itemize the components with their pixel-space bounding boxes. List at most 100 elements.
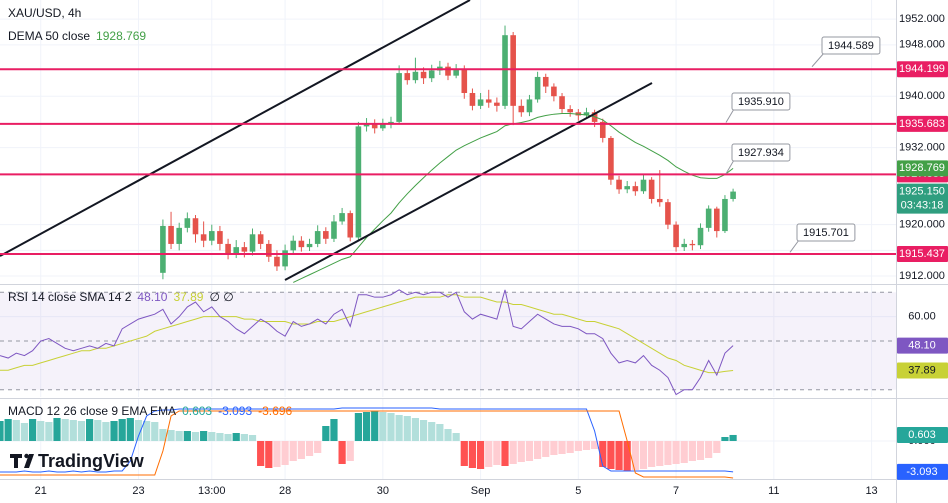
- macd-histogram-bar: [648, 441, 656, 467]
- candle-body: [388, 121, 394, 124]
- macd-histogram-bar: [371, 411, 379, 441]
- logo: TradingView: [10, 451, 145, 471]
- macd-histogram-bar: [721, 437, 729, 441]
- candle-body: [217, 231, 223, 244]
- macd-histogram-bar: [224, 434, 232, 441]
- candle-body: [689, 243, 696, 246]
- candle-body: [274, 256, 280, 267]
- candle-body: [502, 35, 508, 106]
- macd-histogram-bar: [281, 441, 289, 465]
- callout-label: 1915.701: [803, 227, 849, 239]
- candle-body: [314, 231, 321, 244]
- macd-histogram-bar: [37, 421, 45, 441]
- macd-histogram-bar: [143, 421, 151, 441]
- x-tick-label: 30: [377, 485, 389, 497]
- x-tick-label: 7: [673, 485, 679, 497]
- macd-histogram-bar: [0, 421, 4, 441]
- x-tick-label: Sep: [471, 485, 491, 497]
- candle-body: [347, 213, 354, 238]
- macd-histogram-bar: [680, 441, 688, 463]
- candle-body: [200, 234, 207, 241]
- candle-body: [331, 221, 337, 239]
- price-badge: [897, 337, 948, 354]
- candle-body: [225, 243, 231, 254]
- y-tick-label: 1932.000: [899, 141, 945, 153]
- callout-box: [796, 223, 856, 242]
- candle-body: [298, 240, 305, 248]
- price-badge: [897, 362, 948, 379]
- candle-body: [469, 92, 476, 106]
- candle-body: [730, 191, 736, 199]
- macd-histogram-bar: [20, 423, 29, 441]
- macd-histogram-bar: [45, 422, 53, 441]
- candle-body: [510, 35, 516, 106]
- channel-line: [0, 0, 471, 257]
- legend-text: RSI 14 close SMA 14 2: [8, 290, 132, 304]
- price-badge: [897, 61, 948, 78]
- macd-histogram-bar: [729, 434, 737, 441]
- macd-histogram-bar: [411, 418, 420, 441]
- price-badge-label: 1915.437: [899, 248, 945, 260]
- macd-histogram-bar: [428, 422, 436, 441]
- macd-histogram-bar: [94, 420, 102, 441]
- y-tick-label: 1952.000: [899, 13, 945, 25]
- macd-histogram-bar: [558, 441, 566, 454]
- macd-histogram-bar: [574, 441, 582, 451]
- price-badge-label: 1935.683: [899, 118, 945, 130]
- macd-histogram-bar: [134, 420, 143, 441]
- macd-histogram-bar: [534, 441, 542, 459]
- last-price-badge: [897, 183, 948, 214]
- axis-layer: 1952.000 1948.000 1940.000 1932.000 1920.000…: [35, 13, 948, 497]
- candle-body: [542, 76, 549, 87]
- callout-label: 1935.910: [738, 96, 784, 108]
- candle-body: [648, 179, 655, 199]
- callout-label: 1944.589: [828, 40, 874, 52]
- candle-body: [249, 234, 256, 252]
- candle-body: [453, 68, 459, 76]
- candle-body: [184, 218, 191, 228]
- macd-histogram-bar: [330, 419, 338, 441]
- candle-body: [306, 243, 313, 248]
- macd-histogram-bar: [387, 413, 395, 441]
- macd-histogram-bar: [591, 441, 599, 449]
- candle-body: [168, 225, 174, 244]
- macd-histogram-bar: [338, 441, 346, 464]
- macd-histogram-bar: [468, 441, 477, 468]
- candle-body: [323, 231, 329, 239]
- price-badge-label: 48.10: [908, 340, 936, 352]
- candle-body: [608, 137, 614, 180]
- overlay-layer: 1944.589 1935.910 1927.934 1915.701: [0, 36, 896, 255]
- candle-body: [363, 124, 370, 127]
- y-tick-label: 1940.000: [899, 90, 945, 102]
- x-tick-label: 13: [865, 485, 877, 497]
- candle-body: [404, 73, 411, 81]
- macd-histogram-bar: [216, 433, 224, 441]
- callout-pointer: [811, 52, 825, 68]
- macd-histogram-bar: [175, 431, 183, 441]
- y-tick-label: 1920.000: [899, 219, 945, 231]
- price-badge-label: 37.89: [908, 364, 936, 376]
- price-pane: [0, 0, 896, 284]
- rsi-sma-line: [0, 294, 734, 374]
- macd-histogram-bar: [126, 418, 134, 441]
- macd-histogram-bar: [517, 441, 525, 462]
- legend-text: 48.10: [137, 290, 167, 304]
- macd-histogram-bar: [452, 433, 460, 441]
- macd-histogram-bar: [102, 422, 110, 441]
- candle-body: [208, 231, 215, 241]
- macd-histogram-bar: [305, 441, 314, 456]
- candle-body: [599, 121, 606, 138]
- candle-body: [632, 186, 639, 192]
- macd-histogram-bar: [191, 432, 200, 441]
- macd-histogram-bar: [240, 434, 248, 441]
- macd-histogram-bar: [436, 424, 444, 441]
- macd-histogram-bar: [672, 441, 680, 464]
- legend-text: MACD 12 26 close 9 EMA EMA: [8, 404, 176, 418]
- macd-histogram-bar: [28, 419, 37, 441]
- price-badge: [897, 463, 948, 480]
- candle-body: [257, 234, 264, 244]
- channel-line: [284, 82, 653, 281]
- macd-histogram-bar: [566, 441, 574, 453]
- macd-histogram-bar: [395, 415, 403, 441]
